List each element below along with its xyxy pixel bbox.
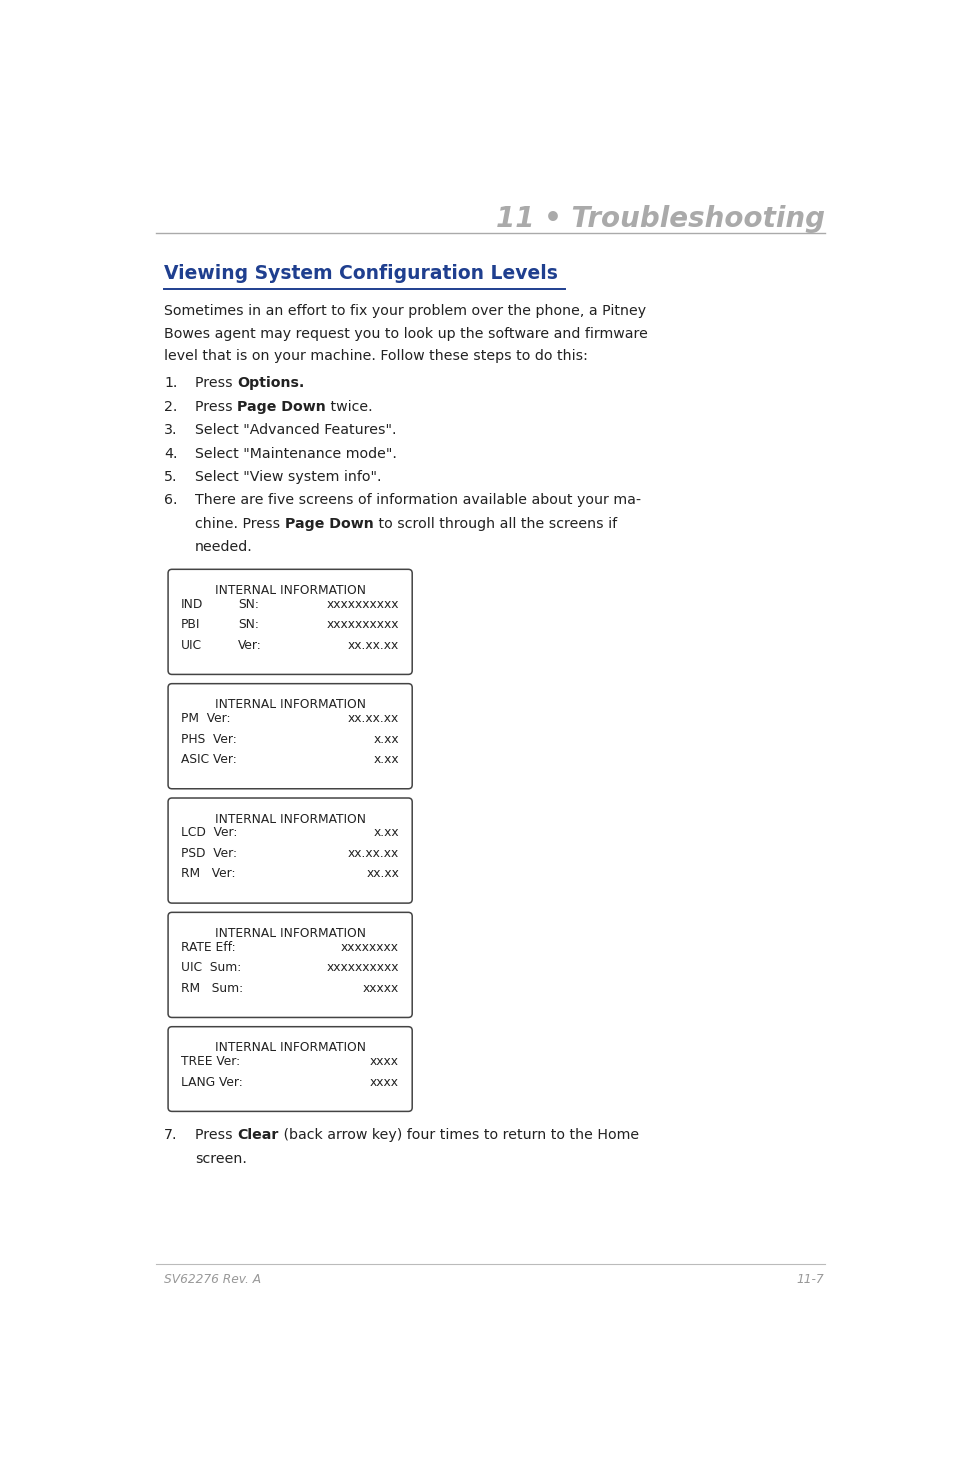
- Text: Select "View system info".: Select "View system info".: [195, 471, 381, 484]
- Text: Viewing System Configuration Levels: Viewing System Configuration Levels: [164, 264, 558, 283]
- Text: Press: Press: [195, 1128, 237, 1142]
- Text: chine. Press: chine. Press: [195, 516, 285, 531]
- Text: PBI: PBI: [181, 618, 200, 631]
- FancyBboxPatch shape: [168, 569, 412, 674]
- Text: Bowes agent may request you to look up the software and firmware: Bowes agent may request you to look up t…: [164, 327, 647, 341]
- Text: Page Down: Page Down: [285, 516, 374, 531]
- Text: SV62276 Rev. A: SV62276 Rev. A: [164, 1273, 261, 1286]
- Text: 7.: 7.: [164, 1128, 177, 1142]
- Text: TREE Ver:: TREE Ver:: [181, 1055, 240, 1068]
- Text: screen.: screen.: [195, 1152, 247, 1165]
- Text: LCD  Ver:: LCD Ver:: [181, 826, 237, 839]
- Text: (back arrow key) four times to return to the Home: (back arrow key) four times to return to…: [278, 1128, 639, 1142]
- Text: 6.: 6.: [164, 494, 177, 507]
- Text: INTERNAL INFORMATION: INTERNAL INFORMATION: [214, 1041, 365, 1055]
- Text: xxxxxxxx: xxxxxxxx: [340, 941, 398, 954]
- Text: 2.: 2.: [164, 400, 177, 413]
- Text: Page Down: Page Down: [237, 400, 326, 413]
- Text: level that is on your machine. Follow these steps to do this:: level that is on your machine. Follow th…: [164, 350, 587, 363]
- Text: 4.: 4.: [164, 447, 177, 460]
- Text: 11-7: 11-7: [796, 1273, 823, 1286]
- Text: INTERNAL INFORMATION: INTERNAL INFORMATION: [214, 813, 365, 826]
- Text: Select "Maintenance mode".: Select "Maintenance mode".: [195, 447, 396, 460]
- Text: xx.xx: xx.xx: [366, 867, 398, 881]
- FancyBboxPatch shape: [168, 798, 412, 903]
- Text: xx.xx.xx: xx.xx.xx: [348, 847, 398, 860]
- Text: UIC: UIC: [181, 639, 202, 652]
- Text: x.xx: x.xx: [373, 733, 398, 745]
- Text: RATE Eff:: RATE Eff:: [181, 941, 235, 954]
- Text: xxxxxxxxxx: xxxxxxxxxx: [326, 597, 398, 611]
- Text: xx.xx.xx: xx.xx.xx: [348, 712, 398, 726]
- Text: xx.xx.xx: xx.xx.xx: [348, 639, 398, 652]
- Text: 5.: 5.: [164, 471, 177, 484]
- Text: SN:: SN:: [237, 618, 258, 631]
- Text: needed.: needed.: [195, 540, 253, 555]
- Text: Select "Advanced Features".: Select "Advanced Features".: [195, 423, 396, 437]
- Text: 3.: 3.: [164, 423, 177, 437]
- Text: IND: IND: [181, 597, 203, 611]
- Text: RM   Ver:: RM Ver:: [181, 867, 235, 881]
- Text: PM  Ver:: PM Ver:: [181, 712, 231, 726]
- Text: UIC  Sum:: UIC Sum:: [181, 962, 241, 975]
- Text: to scroll through all the screens if: to scroll through all the screens if: [374, 516, 616, 531]
- Text: INTERNAL INFORMATION: INTERNAL INFORMATION: [214, 926, 365, 940]
- Text: RM   Sum:: RM Sum:: [181, 982, 243, 994]
- Text: xxxxxxxxxx: xxxxxxxxxx: [326, 618, 398, 631]
- Text: 11 • Troubleshooting: 11 • Troubleshooting: [495, 205, 823, 233]
- Text: LANG Ver:: LANG Ver:: [181, 1075, 243, 1089]
- Text: INTERNAL INFORMATION: INTERNAL INFORMATION: [214, 698, 365, 711]
- Text: Ver:: Ver:: [237, 639, 261, 652]
- Text: Options.: Options.: [237, 376, 304, 389]
- Text: xxxxxxxxxx: xxxxxxxxxx: [326, 962, 398, 975]
- Text: twice.: twice.: [326, 400, 373, 413]
- Text: xxxx: xxxx: [370, 1055, 398, 1068]
- Text: 1.: 1.: [164, 376, 177, 389]
- FancyBboxPatch shape: [168, 683, 412, 789]
- Text: Press: Press: [195, 400, 237, 413]
- Text: Sometimes in an effort to fix your problem over the phone, a Pitney: Sometimes in an effort to fix your probl…: [164, 304, 645, 319]
- Text: ASIC Ver:: ASIC Ver:: [181, 752, 236, 766]
- Text: PSD  Ver:: PSD Ver:: [181, 847, 237, 860]
- Text: xxxxx: xxxxx: [362, 982, 398, 994]
- Text: Press: Press: [195, 376, 237, 389]
- Text: PHS  Ver:: PHS Ver:: [181, 733, 236, 745]
- Text: There are five screens of information available about your ma-: There are five screens of information av…: [195, 494, 640, 507]
- FancyBboxPatch shape: [168, 1027, 412, 1111]
- Text: INTERNAL INFORMATION: INTERNAL INFORMATION: [214, 584, 365, 597]
- Text: SN:: SN:: [237, 597, 258, 611]
- FancyBboxPatch shape: [168, 913, 412, 1018]
- Text: Clear: Clear: [237, 1128, 278, 1142]
- Text: x.xx: x.xx: [373, 826, 398, 839]
- Text: xxxx: xxxx: [370, 1075, 398, 1089]
- Text: x.xx: x.xx: [373, 752, 398, 766]
